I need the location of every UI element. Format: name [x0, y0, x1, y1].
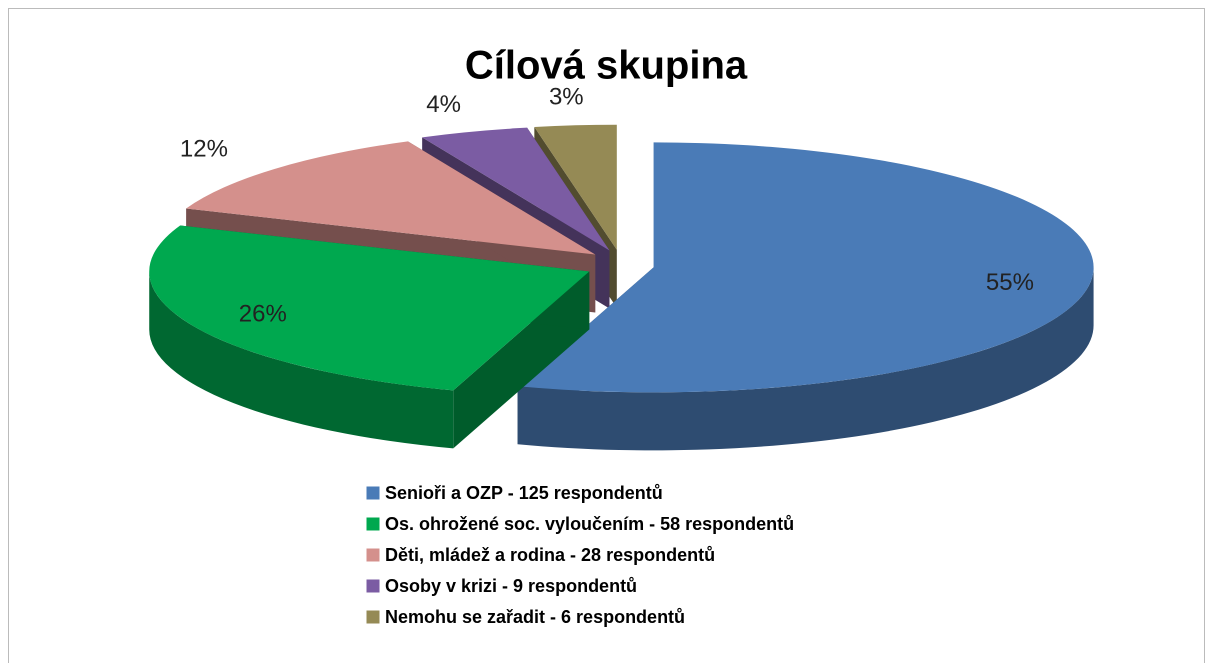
legend-swatch — [365, 516, 381, 532]
slice — [517, 142, 1094, 451]
slice — [517, 142, 1094, 393]
legend-label: Děti, mládež a rodina - 28 respondentů — [385, 545, 715, 565]
chart-title: Cílová skupina — [465, 44, 748, 88]
legend-label: Senioři a OZP - 125 respondentů — [385, 483, 663, 503]
data-label: 55% — [986, 269, 1034, 296]
slice-side — [149, 271, 454, 449]
slice — [149, 225, 590, 391]
legend-swatch — [365, 485, 381, 501]
data-label: 4% — [426, 91, 461, 118]
legend-label: Os. ohrožené soc. vyloučením - 58 respon… — [385, 514, 794, 534]
slice-side — [517, 267, 1094, 451]
legend-swatch — [365, 547, 381, 563]
slice — [534, 124, 617, 250]
legend-label: Osoby v krizi - 9 respondentů — [385, 576, 637, 596]
slice — [186, 141, 596, 255]
legend-swatch — [365, 609, 381, 625]
legend-swatch — [365, 578, 381, 594]
data-label: 26% — [239, 301, 287, 328]
legend-label: Nemohu se zařadit - 6 respondentů — [385, 607, 685, 627]
data-label: 3% — [549, 83, 584, 110]
data-label: 12% — [180, 135, 228, 162]
slice — [149, 225, 590, 449]
slice — [422, 127, 610, 251]
